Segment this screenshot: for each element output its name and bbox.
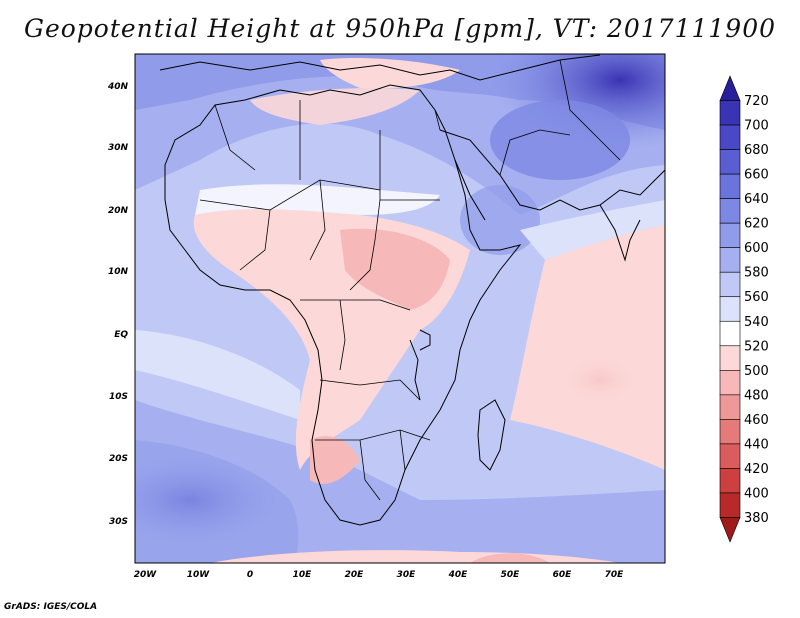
colorbar-label: 640: [744, 192, 769, 207]
colorbar-label: 560: [744, 290, 769, 305]
colorbar-label: 700: [744, 119, 769, 134]
lat-label-10s: 10S: [109, 392, 128, 402]
colorbar-swatch: [719, 247, 741, 273]
colorbar: 720 700 680 660 640 620 600 580 560 540 520 500 480 4…: [719, 75, 769, 543]
colorbar-label: 440: [744, 437, 769, 452]
lat-label-40n: 40N: [107, 82, 129, 92]
lon-label-70e: 70E: [605, 570, 625, 580]
colorbar-label: 720: [744, 94, 769, 109]
lon-label-10w: 10W: [187, 570, 211, 580]
colorbar-label: 600: [744, 241, 769, 256]
colorbar-swatch: [719, 370, 741, 396]
lon-label-30e: 30E: [397, 570, 417, 580]
chart-title: Geopotential Height at 950hPa [gpm], VT:…: [23, 14, 777, 43]
colorbar-swatch: [719, 149, 741, 175]
lon-axis: 20W 10W 0 10E 20E 30E 40E 50E 60E 70E: [134, 570, 624, 580]
lon-label-20w: 20W: [134, 570, 158, 580]
colorbar-swatch: [719, 173, 741, 199]
colorbar-swatch: [719, 75, 741, 101]
colorbar-swatch: [719, 222, 741, 248]
colorbar-label: 500: [744, 364, 769, 379]
colorbar-label: 400: [744, 486, 769, 501]
colorbar-label: 540: [744, 315, 769, 330]
country-borders: [199, 59, 621, 501]
colorbar-swatch: [719, 198, 741, 224]
colorbar-label: 660: [744, 168, 769, 183]
lat-label-30n: 30N: [108, 143, 129, 153]
colorbar-label: 420: [744, 462, 769, 477]
colorbar-swatch: [719, 320, 741, 347]
colorbar-swatch: [719, 517, 741, 543]
lon-label-0: 0: [247, 570, 253, 580]
colorbar-label: 460: [744, 413, 769, 428]
map-frame: [134, 53, 666, 564]
lat-label-20s: 20S: [109, 454, 128, 464]
colorbar-label: 380: [744, 511, 769, 526]
lat-label-10n: 10N: [108, 267, 129, 277]
colorbar-swatch: [719, 468, 741, 494]
lon-label-40e: 40E: [448, 570, 469, 580]
colorbar-label: 680: [744, 143, 769, 158]
lat-axis: 40N 30N 20N 10N EQ 10S 20S 30S: [107, 82, 129, 527]
lon-label-20e: 20E: [345, 570, 365, 580]
colorbar-swatch: [719, 124, 741, 150]
colorbar-label: 480: [744, 388, 769, 403]
coastlines: [159, 54, 665, 526]
colorbar-swatch: [719, 419, 741, 445]
lon-label-10e: 10E: [293, 570, 313, 580]
colorbar-swatch: [719, 100, 741, 126]
lat-label-30s: 30S: [109, 517, 128, 527]
field-shading: [135, 54, 665, 563]
colorbar-label: 620: [744, 217, 769, 232]
colorbar-swatch: [719, 345, 741, 371]
lat-label-eq: EQ: [114, 330, 128, 340]
lat-label-20n: 20N: [108, 206, 129, 216]
colorbar-swatch: [719, 492, 741, 518]
colorbar-swatch: [719, 296, 741, 322]
lon-label-50e: 50E: [501, 570, 521, 580]
grads-credit: GrADS: IGES/COLA: [4, 602, 98, 612]
colorbar-swatch: [719, 394, 741, 420]
colorbar-label: 580: [744, 266, 769, 281]
colorbar-swatch: [719, 271, 741, 298]
colorbar-label: 520: [744, 339, 769, 354]
lon-label-60e: 60E: [553, 570, 573, 580]
colorbar-swatch: [719, 443, 741, 469]
